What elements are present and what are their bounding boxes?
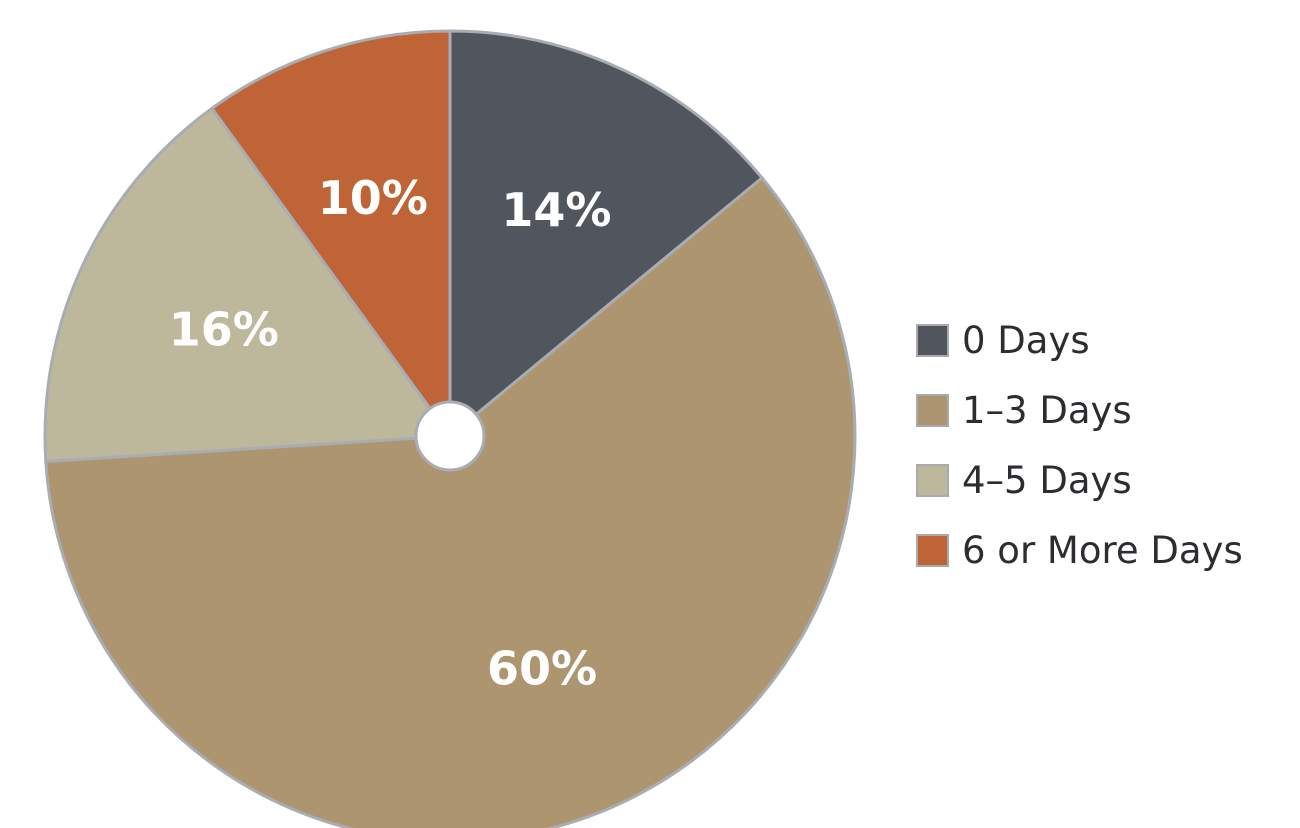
legend: 0 Days 1–3 Days 4–5 Days 6 or More Days — [916, 305, 1243, 585]
legend-item-6-or-more-days: 6 or More Days — [916, 515, 1243, 585]
legend-item-4-5-days: 4–5 Days — [916, 445, 1243, 515]
pie-label-6-or-more-days: 10% — [318, 171, 428, 225]
pie-slice-1-3-days — [44, 176, 857, 828]
legend-label: 4–5 Days — [962, 458, 1132, 502]
pie-value-labels: 14% 60% 16% 10% — [169, 171, 612, 695]
legend-swatch — [916, 463, 949, 497]
legend-swatch — [916, 393, 949, 427]
legend-label: 6 or More Days — [962, 528, 1243, 572]
pie-center-hole — [414, 400, 486, 472]
pie-label-4-5-days: 16% — [169, 303, 279, 357]
pie-label-0-days: 14% — [501, 183, 611, 237]
legend-item-0-days: 0 Days — [916, 305, 1243, 375]
pie-slices — [43, 29, 857, 828]
legend-label: 0 Days — [962, 318, 1090, 362]
legend-swatch — [916, 533, 949, 567]
pie-slice-6-or-more-days — [210, 29, 452, 438]
legend-swatch — [916, 323, 949, 357]
pie-slice-0-days — [448, 29, 764, 438]
legend-label: 1–3 Days — [962, 388, 1132, 432]
pie-label-1-3-days: 60% — [487, 641, 597, 695]
legend-item-1-3-days: 1–3 Days — [916, 375, 1243, 445]
pie-slice-4-5-days — [43, 106, 452, 463]
